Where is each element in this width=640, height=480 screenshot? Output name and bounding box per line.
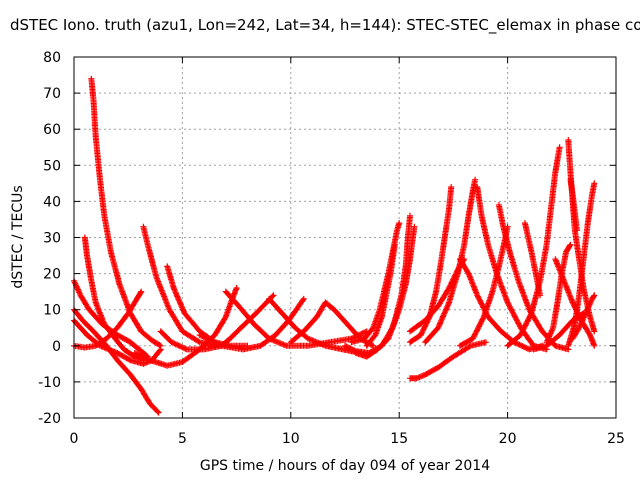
- chart-title: dSTEC Iono. truth (azu1, Lon=242, Lat=34…: [10, 16, 640, 35]
- y-tick-label: 80: [43, 50, 61, 66]
- x-tick-label: 10: [282, 431, 300, 447]
- series-markers: [521, 220, 544, 299]
- series-pass-r: [363, 241, 398, 349]
- y-tick-label: 40: [43, 194, 61, 210]
- series-markers: [352, 212, 413, 360]
- y-tick-label: 20: [43, 267, 61, 283]
- y-tick-labels: -20 -10 0 10 20 30 40 50 60 70 80: [38, 50, 61, 427]
- series-markers: [407, 184, 455, 346]
- series-markers: [88, 75, 164, 349]
- series-pass-l: [222, 288, 370, 349]
- y-tick-label: 10: [43, 303, 61, 319]
- series-pass-t: [407, 184, 455, 346]
- series-pass-ab: [521, 220, 544, 299]
- y-tick-label: 30: [43, 231, 61, 247]
- x-tick-labels: 0 5 10 15 20 25: [70, 431, 625, 447]
- x-tick-label: 20: [499, 431, 517, 447]
- y-tick-label: 50: [43, 158, 61, 174]
- series-pass-p: [352, 212, 413, 360]
- series-pass-ag: [569, 292, 598, 342]
- series-markers: [363, 241, 398, 349]
- series-markers: [407, 256, 468, 335]
- series-pass-ai: [567, 176, 580, 234]
- series-markers: [474, 184, 550, 353]
- series-pass-i: [131, 285, 240, 369]
- x-tick-label: 0: [70, 431, 79, 447]
- data-series-layer: [71, 75, 598, 416]
- series-markers: [222, 288, 370, 349]
- series-markers: [530, 310, 587, 353]
- y-tick-label: -10: [38, 375, 61, 391]
- y-tick-label: 60: [43, 122, 61, 138]
- series-pass-g: [140, 223, 218, 349]
- axis-ticks: [73, 56, 617, 419]
- series-markers: [569, 292, 598, 342]
- y-tick-label: 0: [52, 339, 61, 355]
- y-axis-title: dSTEC / TECUs: [10, 185, 26, 288]
- x-axis-title: GPS time / hours of day 094 of year 2014: [200, 458, 490, 474]
- series-pass-ah: [530, 310, 587, 353]
- series-pass-a: [88, 75, 164, 349]
- x-tick-label: 25: [607, 431, 625, 447]
- x-tick-label: 15: [390, 431, 408, 447]
- series-pass-s: [407, 339, 489, 382]
- series-pass-v: [407, 256, 468, 335]
- series-pass-d: [81, 234, 147, 364]
- y-tick-label: -20: [38, 411, 61, 427]
- series-markers: [81, 234, 147, 364]
- series-pass-af: [565, 180, 598, 349]
- series-markers: [567, 176, 580, 234]
- x-tick-label: 5: [178, 431, 187, 447]
- series-markers: [407, 339, 489, 382]
- y-tick-label: 70: [43, 86, 61, 102]
- series-markers: [565, 180, 598, 349]
- series-pass-y: [474, 184, 550, 353]
- series-markers: [140, 223, 218, 349]
- series-markers: [131, 285, 240, 369]
